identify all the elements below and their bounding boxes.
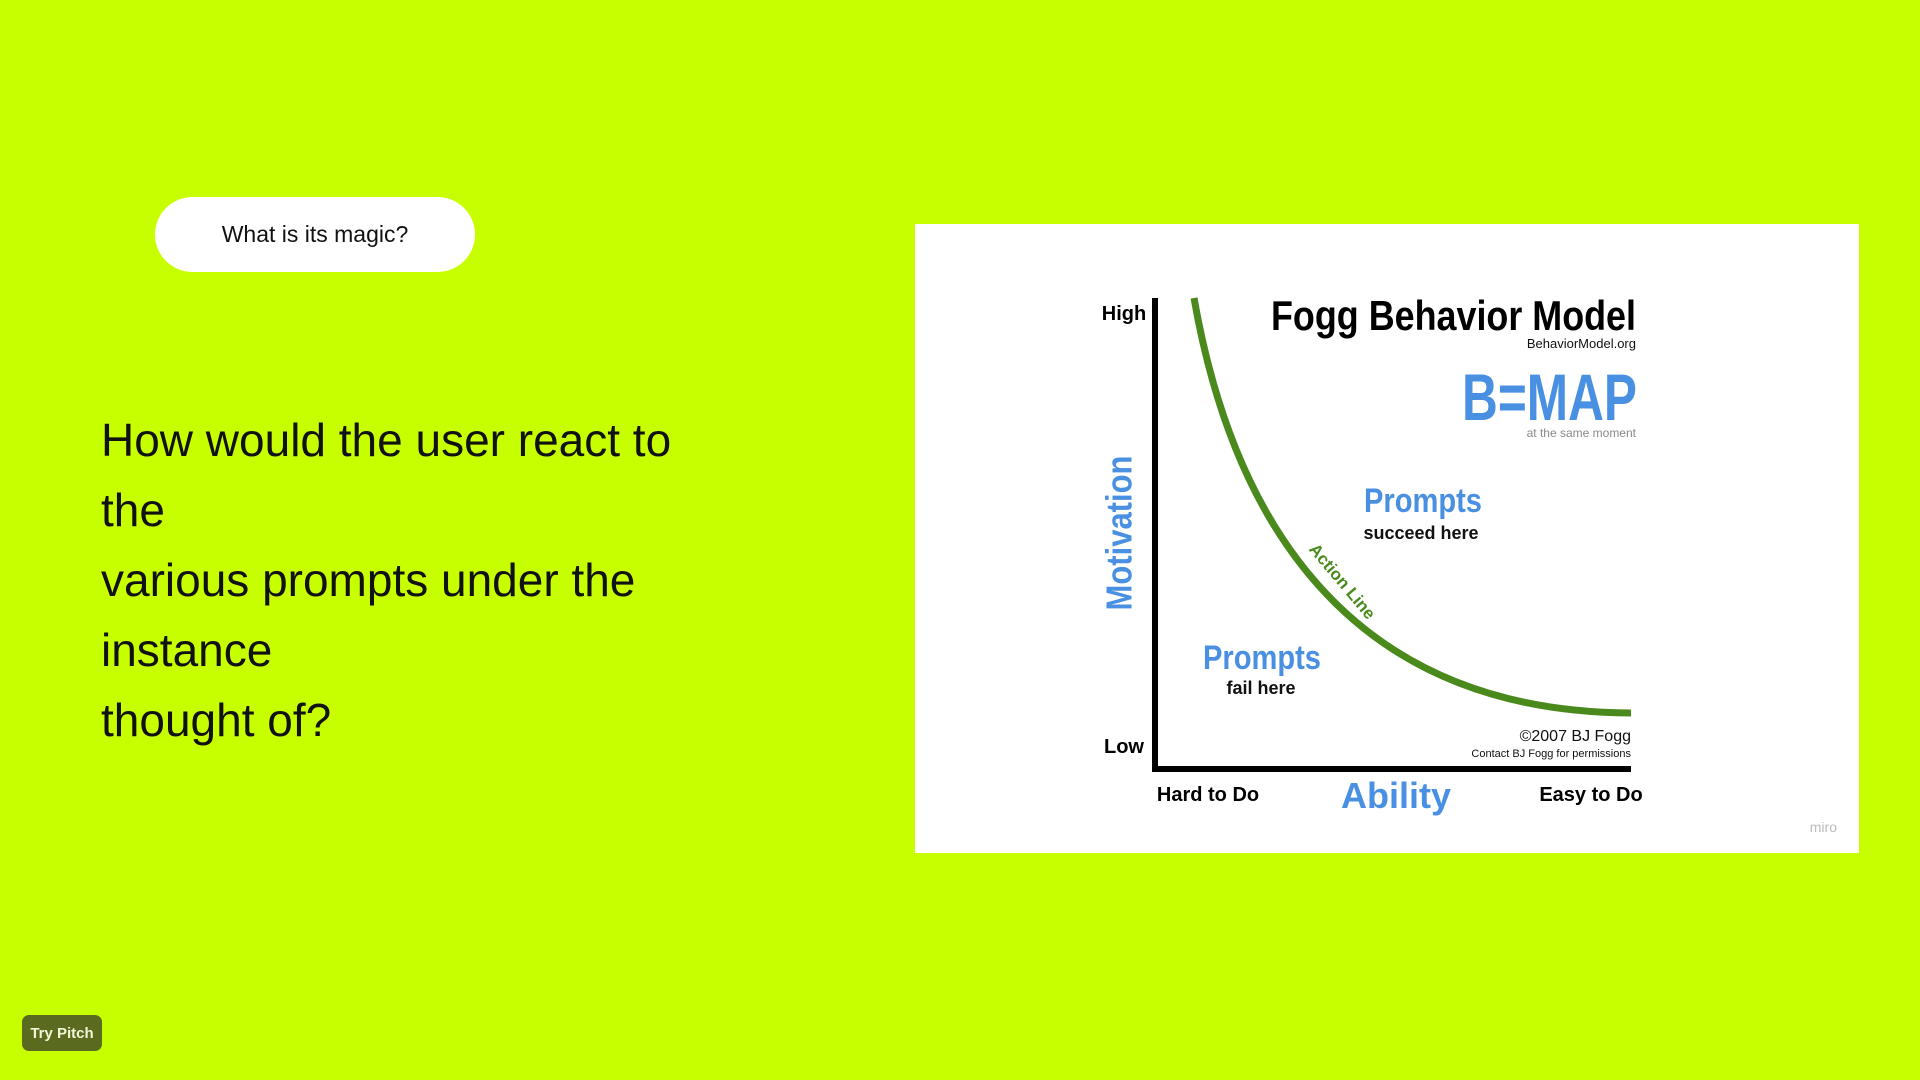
action-line-curve <box>1190 297 1632 717</box>
prompts-fail-title: Prompts <box>1203 639 1321 677</box>
fogg-diagram: Action Line Fogg Behavior Model Behavior… <box>1099 292 1838 835</box>
question-line: instance <box>101 624 273 676</box>
pill-label: What is its magic? <box>221 221 409 247</box>
formula-note: at the same moment <box>1527 426 1637 440</box>
prompts-succeed-title: Prompts <box>1364 482 1482 520</box>
prompts-fail-sub: fail here <box>1226 678 1295 698</box>
miro-watermark: miro <box>1810 819 1837 835</box>
x-axis-label: Ability <box>1341 775 1451 816</box>
question-line: various prompts under the <box>101 554 636 606</box>
question-line: How would the user react to <box>101 414 672 466</box>
y-low-label: Low <box>1104 736 1144 758</box>
question-text: How would the user react to the various … <box>101 405 801 755</box>
x-right-label: Easy to Do <box>1539 784 1642 806</box>
permissions: Contact BJ Fogg for permissions <box>1471 748 1631 760</box>
try-pitch-label: Try Pitch <box>30 1024 94 1042</box>
copyright: ©2007 BJ Fogg <box>1520 728 1631 745</box>
section-pill: What is its magic? <box>155 197 475 272</box>
formula: B=MAP <box>1462 360 1637 434</box>
question-line: thought of? <box>101 694 332 746</box>
try-pitch-button[interactable]: Try Pitch <box>22 1015 102 1051</box>
figure-site: BehaviorModel.org <box>1527 336 1636 351</box>
x-left-label: Hard to Do <box>1157 784 1259 806</box>
question-line: the <box>101 484 165 536</box>
prompts-succeed-sub: succeed here <box>1363 523 1478 543</box>
y-high-label: High <box>1102 303 1146 325</box>
fogg-model-image: Action Line Fogg Behavior Model Behavior… <box>915 224 1859 853</box>
y-axis-label: Motivation <box>1099 456 1140 611</box>
figure-title: Fogg Behavior Model <box>1271 292 1636 339</box>
